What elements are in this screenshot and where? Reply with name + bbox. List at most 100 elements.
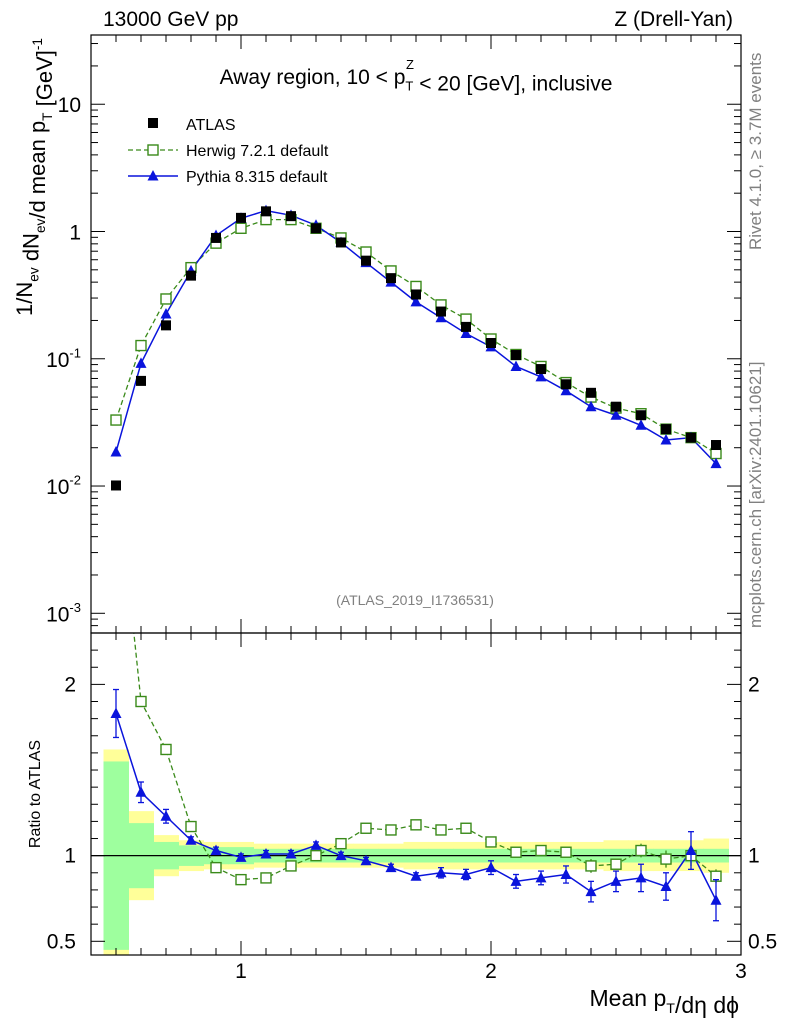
pythia-ratio-point	[510, 875, 522, 886]
rivet-version-label: Rivet 4.1.0, ≥ 3.7M events	[746, 52, 765, 250]
plot-title-superscript: Z	[406, 57, 414, 72]
atlas-point	[236, 212, 246, 223]
y-tick-label: 10-1	[46, 345, 81, 371]
atlas-point	[186, 270, 196, 281]
herwig-ratio-point	[560, 846, 572, 858]
atlas-point	[536, 364, 546, 375]
herwig-ratio-line	[133, 633, 717, 881]
ratio-panel: 0.5 0.5 1 1 2 2 1 2 3 Ratio to ATLAS Mean pT/dη dϕ	[27, 632, 777, 1018]
pythia-ratio-point	[460, 868, 472, 879]
herwig-ratio-point	[260, 872, 272, 884]
pythia-ratio-point	[260, 847, 272, 859]
y-tick-label: 10	[58, 94, 81, 117]
pythia-ratio-point	[185, 834, 197, 845]
x-tick-label: 3	[735, 960, 747, 983]
y-axis-label: 1/Nev dNev/d mean pT [GeV]-1	[12, 38, 57, 316]
pythia-point	[460, 327, 472, 338]
y-tick-label: 10-2	[46, 473, 81, 499]
pythia-ratio-point	[410, 870, 422, 881]
herwig-ratio-point	[160, 743, 172, 756]
main-distribution-panel: 10-3 10-2 10-1 1 10 Away region, 10 < pT < 20…	[12, 34, 742, 634]
y-tick-label: 1	[69, 222, 81, 245]
atlas-point	[111, 480, 121, 491]
pythia-ratio-point	[485, 861, 497, 873]
x-tick-label: 1	[235, 960, 247, 983]
atlas-point	[486, 338, 496, 349]
pythia-ratio-point	[310, 839, 322, 850]
pythia-ratio-point	[385, 861, 397, 873]
legend-herwig-label: Herwig 7.2.1 default	[186, 143, 329, 160]
pythia-ratio-point	[360, 854, 372, 866]
herwig-ratio-point	[285, 860, 297, 872]
pythia-ratio-point	[435, 866, 447, 878]
atlas-point	[386, 273, 396, 284]
ratio-frame	[90, 632, 742, 956]
pythia-line	[115, 209, 717, 465]
ratio-y-tick-label-right: 0.5	[748, 930, 777, 953]
pythia-point	[135, 357, 147, 368]
atlas-point	[711, 440, 721, 451]
plot-title: Away region, 10 < pT < 20 [GeV], inclusi…	[220, 66, 613, 95]
ratio-y-axis-label: Ratio to ATLAS	[27, 740, 44, 848]
pythia-ratio-point	[285, 847, 297, 859]
herwig-point	[160, 293, 172, 305]
pythia-point	[160, 307, 172, 319]
atlas-point	[686, 432, 696, 443]
process-label: Z (Drell-Yan)	[614, 8, 733, 31]
herwig-ratio-point	[435, 824, 447, 836]
atlas-point	[286, 211, 296, 222]
pythia-ratio-point	[535, 871, 547, 883]
pythia-ratio-point	[635, 871, 647, 883]
analysis-id-watermark: (ATLAS_2019_I1736531)	[336, 592, 494, 608]
legend: ATLAS Herwig 7.2.1 default Pythia 8.315 de…	[128, 117, 329, 186]
pythia-point	[410, 295, 422, 307]
atlas-point	[561, 379, 571, 390]
pythia-point	[560, 384, 572, 396]
legend-atlas-marker	[148, 118, 158, 128]
pythia-point	[110, 446, 122, 457]
herwig-ratio-point	[485, 836, 497, 848]
herwig-ratio-point	[385, 824, 397, 836]
herwig-ratio-point	[635, 844, 647, 857]
y-tick-label: 10-3	[46, 600, 81, 626]
pythia-ratio-point	[135, 786, 147, 797]
pythia-point	[710, 457, 722, 469]
pythia-point	[660, 433, 672, 445]
herwig-ratio-point	[460, 822, 472, 834]
legend-atlas-label: ATLAS	[186, 117, 236, 134]
atlas-point	[311, 223, 321, 234]
pythia-ratio-point	[710, 894, 722, 905]
x-axis-label: Mean pT/dη dϕ	[590, 985, 739, 1018]
atlas-point	[136, 375, 146, 386]
atlas-point	[461, 321, 471, 332]
herwig-point	[710, 447, 722, 460]
main-series-group	[110, 204, 722, 491]
herwig-point	[135, 339, 147, 352]
herwig-line	[115, 218, 717, 455]
pythia-ratio-point	[660, 880, 672, 891]
pythia-ratio-point	[685, 844, 697, 856]
pythia-point	[435, 311, 447, 323]
atlas-point	[161, 320, 171, 331]
pythia-point	[585, 400, 597, 412]
herwig-ratio-point	[135, 695, 147, 708]
herwig-ratio-point	[185, 820, 197, 833]
ratio-y-tick-label-right: 1	[748, 845, 760, 868]
pythia-ratio-point	[110, 707, 122, 718]
pythia-ratio-point	[610, 875, 622, 886]
ratio-y-tick-label: 0.5	[47, 930, 76, 953]
legend-pythia-label: Pythia 8.315 default	[186, 169, 328, 186]
atlas-point	[336, 237, 346, 248]
pythia-ratio-point	[335, 849, 347, 861]
herwig-point	[235, 222, 247, 234]
legend-pythia-marker	[147, 170, 159, 181]
atlas-point	[436, 306, 446, 317]
pythia-point	[635, 419, 647, 430]
pythia-ratio-point	[210, 844, 222, 856]
herwig-ratio-point	[535, 844, 547, 857]
herwig-point	[110, 414, 122, 426]
beam-energy-label: 13000 GeV pp	[103, 8, 238, 31]
pythia-ratio-point	[560, 868, 572, 879]
herwig-ratio-point	[310, 849, 322, 862]
